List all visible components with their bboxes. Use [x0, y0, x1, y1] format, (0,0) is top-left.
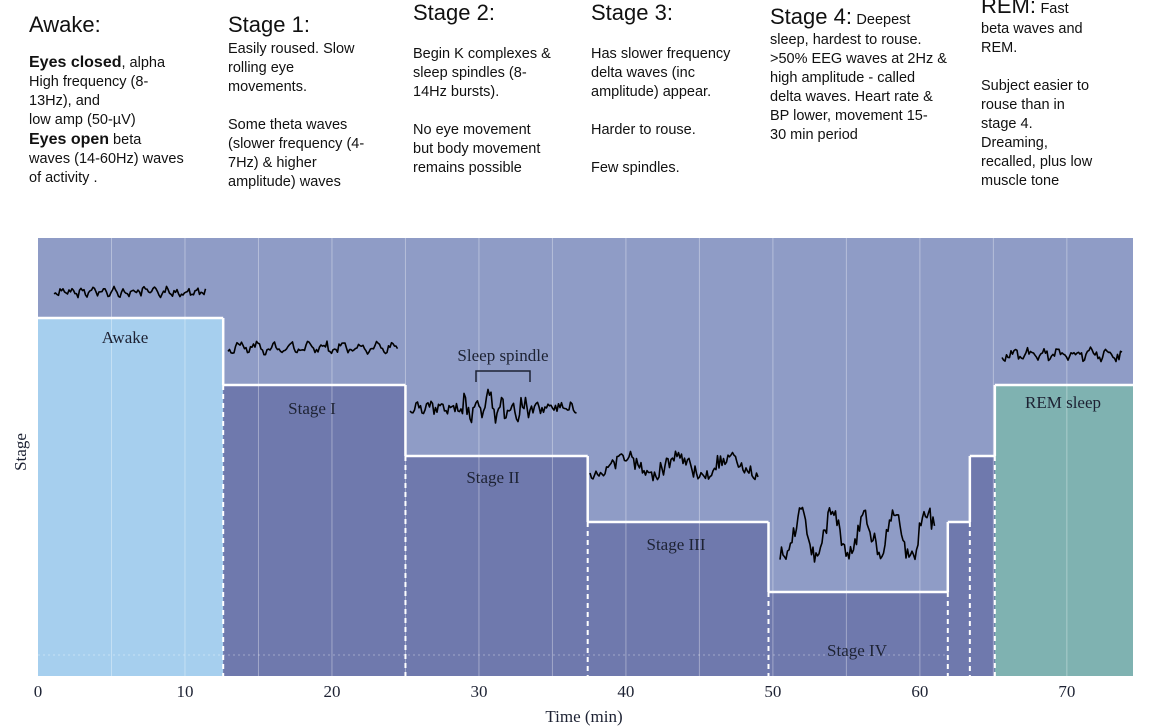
x-tick-label-70: 70: [1058, 682, 1075, 701]
segment-label-stage-4: Stage IV: [827, 641, 888, 660]
sleep-spindle-bracket: [475, 370, 531, 382]
y-axis-label: Stage: [11, 433, 30, 471]
eyes-closed-label: Eyes closed: [29, 54, 122, 71]
stage-block-2: [405, 456, 588, 676]
eeg-wave-awake: [53, 285, 207, 299]
rem-lead: Fast: [1040, 1, 1069, 17]
segment-label-stage-1: Stage I: [288, 399, 336, 418]
eyes-open-label: Eyes open: [29, 131, 110, 148]
x-axis-ticks-layer: 0 10 20 30 40 50 60 70: [34, 682, 1076, 701]
stage-block-7: [994, 385, 1133, 676]
eeg-wave-stage-3: [589, 450, 759, 482]
awake-heading: Awake:: [29, 12, 101, 37]
stage2-description: Begin K complexes & sleep spindles (8- 1…: [413, 46, 551, 176]
stage4-heading: Stage 4:: [770, 4, 852, 29]
stage-block-0: [38, 318, 224, 676]
stage3-heading: Stage 3:: [591, 0, 673, 25]
segment-label-stage-2: Stage II: [466, 468, 520, 487]
x-tick-label-60: 60: [911, 682, 928, 701]
eeg-wave-stage-1: [227, 340, 399, 356]
stage-blocks-layer: [38, 318, 1133, 676]
eyes-closed-text: , alpha High frequency (8- 13Hz), and lo…: [29, 55, 166, 128]
x-tick-label-10: 10: [176, 682, 193, 701]
x-axis-label: Time (min): [545, 707, 622, 726]
awake-description: Eyes closed, alpha High frequency (8- 13…: [29, 53, 214, 188]
segment-label-awake: Awake: [102, 328, 149, 347]
stage4-description: sleep, hardest to rouse. >50% EEG waves …: [770, 32, 947, 143]
segment-label-stage-3: Stage III: [646, 535, 705, 554]
rem-heading: REM:: [981, 0, 1036, 18]
stage-block-4: [768, 592, 948, 676]
stage1-column: Stage 1: Easily roused. Slow rolling eye…: [228, 0, 403, 192]
sleep-stage-chart: Awake Stage I Stage II Stage III Stage I…: [11, 238, 1133, 726]
eeg-wave-stage-4: [779, 506, 936, 563]
stage4-column: Stage 4: Deepest sleep, hardest to rouse…: [770, 0, 970, 145]
x-tick-label-20: 20: [323, 682, 340, 701]
eeg-waveforms-layer: [53, 285, 1123, 563]
stage-block-6: [969, 456, 995, 676]
x-tick-label-50: 50: [764, 682, 781, 701]
rem-description: beta waves and REM. Subject easier to ro…: [981, 21, 1093, 189]
rem-column: REM: Fast beta waves and REM. Subject ea…: [981, 0, 1146, 191]
stage-step-outline-layer: [38, 316, 1133, 676]
stage-block-1: [223, 385, 406, 676]
x-tick-label-30: 30: [470, 682, 487, 701]
segment-label-rem: REM sleep: [1025, 393, 1101, 412]
stage2-column: Stage 2: Begin K complexes & sleep spind…: [413, 0, 583, 178]
stage2-heading: Stage 2:: [413, 0, 495, 25]
eyes-open-text: beta waves (14-60Hz) waves of activity .: [29, 132, 184, 186]
sleep-spindle-annotation: Sleep spindle: [457, 346, 548, 365]
stage-block-3: [587, 522, 769, 676]
stage3-description: Has slower frequency delta waves (inc am…: [591, 46, 731, 176]
rem-heading-line: REM: Fast: [981, 0, 1146, 19]
x-tick-label-0: 0: [34, 682, 43, 701]
x-tick-label-40: 40: [617, 682, 634, 701]
stage3-column: Stage 3: Has slower frequency delta wave…: [591, 0, 761, 178]
stage1-description: Easily roused. Slow rolling eye movement…: [228, 41, 365, 190]
eeg-wave-rem: [1001, 346, 1123, 363]
stage4-heading-line: Stage 4: Deepest: [770, 4, 970, 30]
awake-column: Awake: Eyes closed, alpha High frequency…: [29, 0, 214, 188]
stage1-heading: Stage 1:: [228, 12, 310, 37]
stage-block-5: [947, 522, 970, 676]
eeg-wave-stage-2: [409, 388, 577, 424]
stage4-lead: Deepest: [856, 12, 911, 28]
